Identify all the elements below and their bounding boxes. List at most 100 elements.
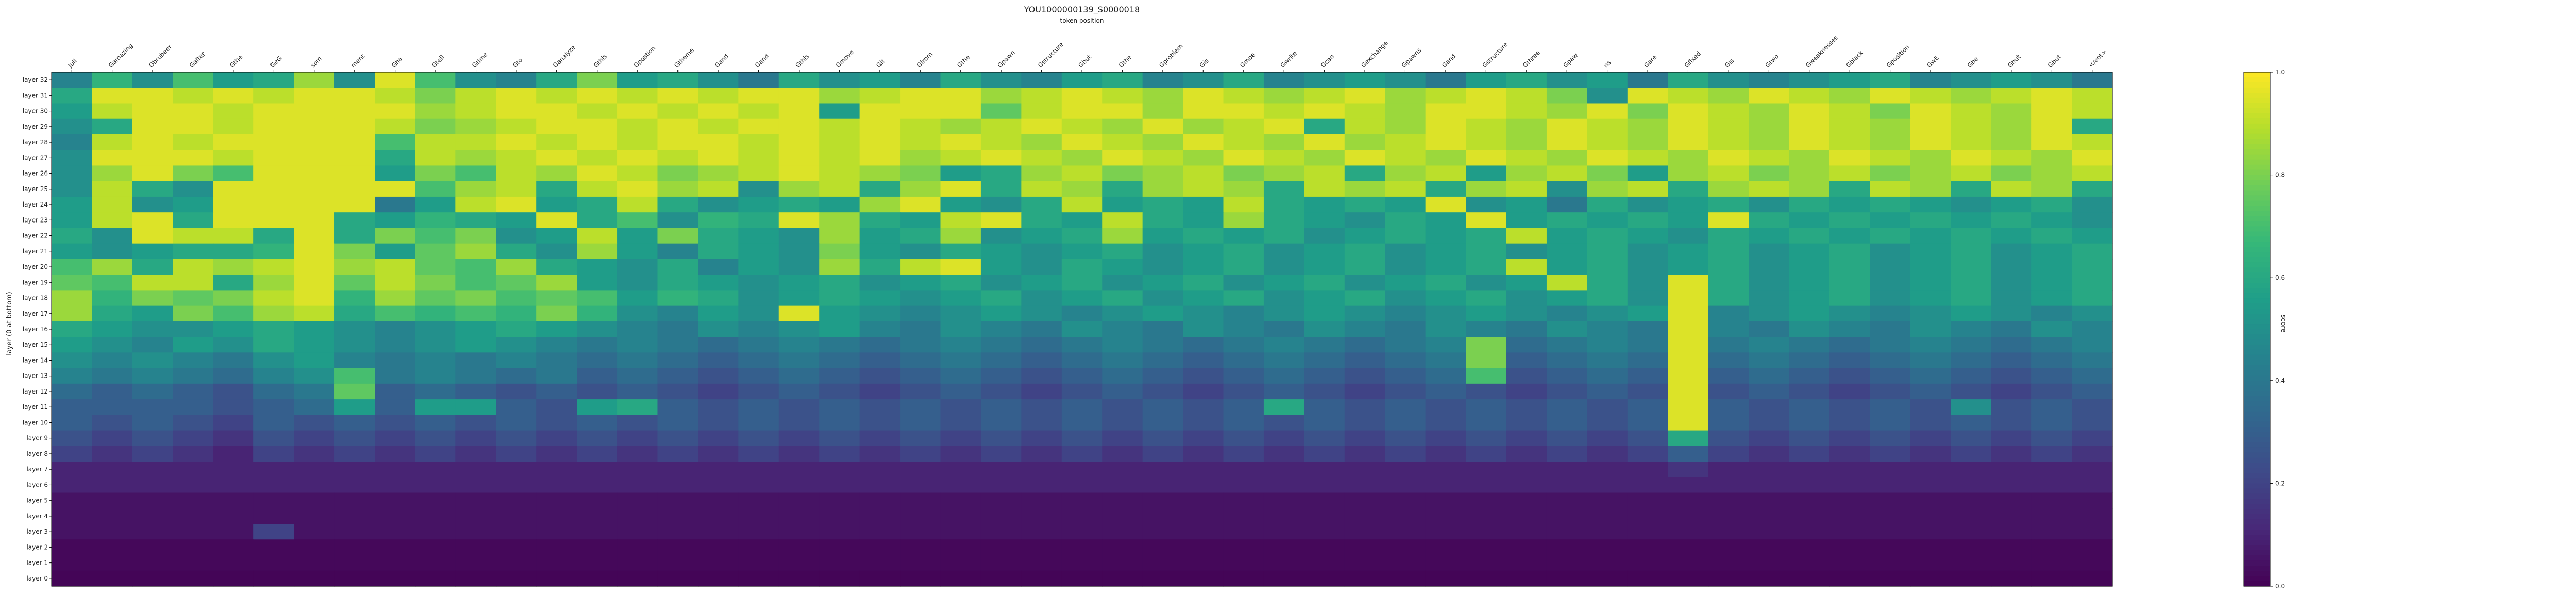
heatmap-cell xyxy=(1344,477,1385,493)
heatmap-cell xyxy=(1223,492,1264,509)
heatmap-cell xyxy=(900,508,941,524)
colorbar-segment xyxy=(2244,283,2270,288)
heatmap-cell xyxy=(1587,118,1628,135)
heatmap-cell xyxy=(1506,539,1547,556)
heatmap-cell xyxy=(52,228,93,244)
colorbar-segment xyxy=(2244,262,2270,268)
heatmap-cell xyxy=(1627,88,1668,104)
heatmap-cell xyxy=(294,259,335,275)
heatmap-cell xyxy=(1951,181,1992,197)
colorbar-segment xyxy=(2244,82,2270,88)
heatmap-cell xyxy=(1183,134,1224,150)
heatmap-cell xyxy=(738,212,779,229)
heatmap-cell xyxy=(253,290,295,306)
heatmap-cell xyxy=(1385,383,1426,400)
heatmap-cell xyxy=(1183,337,1224,353)
heatmap-cell xyxy=(738,259,779,275)
heatmap-cell xyxy=(1991,196,2032,213)
x-tick-label: Gis xyxy=(1198,57,1210,69)
heatmap-cell xyxy=(132,88,173,104)
heatmap-cell xyxy=(859,477,901,493)
heatmap-cell xyxy=(1587,305,1628,322)
colorbar-tick-label: 1.0 xyxy=(2275,69,2285,76)
heatmap-cell xyxy=(334,462,376,477)
heatmap-cell xyxy=(1425,462,1466,477)
heatmap-cell xyxy=(980,570,1022,587)
heatmap-cell xyxy=(738,103,779,120)
heatmap-cell xyxy=(698,415,739,431)
heatmap-cell xyxy=(1102,181,1143,197)
heatmap-cell xyxy=(1385,88,1426,104)
heatmap-cell xyxy=(1304,103,1345,120)
x-tick-label: Gtime xyxy=(471,50,489,69)
heatmap-cell xyxy=(1951,305,1992,322)
colorbar-segment xyxy=(2244,309,2270,314)
heatmap-cell xyxy=(657,118,699,135)
heatmap-cell xyxy=(778,492,820,509)
heatmap-cell xyxy=(657,462,699,477)
heatmap-cell xyxy=(1021,212,1062,229)
heatmap-cell xyxy=(738,228,779,244)
x-tick-label: Gthis xyxy=(794,53,810,69)
heatmap-cell xyxy=(52,352,93,369)
heatmap-cell xyxy=(1749,305,1790,322)
heatmap-cell xyxy=(173,103,214,120)
heatmap-cell xyxy=(1385,368,1426,384)
heatmap-cell xyxy=(1183,399,1224,415)
heatmap-cell xyxy=(1587,524,1628,540)
heatmap-cell xyxy=(294,415,335,431)
heatmap-cell xyxy=(2072,477,2113,493)
heatmap-cell xyxy=(1102,524,1143,540)
heatmap-cell xyxy=(1627,524,1668,540)
heatmap-cell xyxy=(577,477,618,493)
heatmap-cell xyxy=(173,570,214,587)
heatmap-cell xyxy=(1587,243,1628,260)
heatmap-cell xyxy=(900,462,941,477)
heatmap-cell xyxy=(415,196,456,213)
heatmap-cell xyxy=(900,477,941,493)
heatmap-cell xyxy=(819,524,860,540)
colorbar-segment xyxy=(2244,113,2270,119)
heatmap-cell xyxy=(415,275,456,291)
heatmap-cell xyxy=(980,321,1022,337)
heatmap-cell xyxy=(1304,228,1345,244)
heatmap-cell xyxy=(294,118,335,135)
heatmap-cell xyxy=(213,305,254,322)
heatmap-cell xyxy=(92,259,133,275)
heatmap-cell xyxy=(1466,508,1507,524)
heatmap-cell xyxy=(173,337,214,353)
heatmap-cell xyxy=(1466,88,1507,104)
heatmap-cell xyxy=(1425,446,1466,462)
heatmap-cell xyxy=(1506,555,1547,571)
heatmap-cell xyxy=(1142,212,1183,229)
heatmap-cell xyxy=(819,508,860,524)
heatmap-cell xyxy=(1183,352,1224,369)
heatmap-cell xyxy=(1910,539,1951,556)
heatmap-cell xyxy=(92,275,133,291)
heatmap-cell xyxy=(1466,368,1507,384)
heatmap-cell xyxy=(1668,228,1709,244)
heatmap-cell xyxy=(1466,165,1507,182)
heatmap-cell xyxy=(1263,462,1304,477)
heatmap-cell xyxy=(496,337,537,353)
heatmap-cell xyxy=(1668,524,1709,540)
heatmap-cell xyxy=(1021,103,1062,120)
heatmap-cell xyxy=(1102,539,1143,556)
heatmap-cell xyxy=(940,88,981,104)
heatmap-cell xyxy=(496,212,537,229)
heatmap-cell xyxy=(940,430,981,447)
heatmap-cell xyxy=(213,103,254,120)
heatmap-cell xyxy=(1425,150,1466,166)
x-tick-label: Gafter xyxy=(188,50,207,70)
heatmap-cell xyxy=(617,477,658,493)
heatmap-cell xyxy=(1425,72,1466,88)
heatmap-cell xyxy=(1061,337,1103,353)
heatmap-cell xyxy=(2072,259,2113,275)
y-tick-label: layer 7 xyxy=(26,466,48,473)
heatmap-cell xyxy=(375,446,416,462)
heatmap-cell xyxy=(980,275,1022,291)
heatmap-cell xyxy=(980,383,1022,400)
x-tick-label: Gare xyxy=(1642,54,1658,69)
heatmap-cell xyxy=(1708,430,1749,447)
